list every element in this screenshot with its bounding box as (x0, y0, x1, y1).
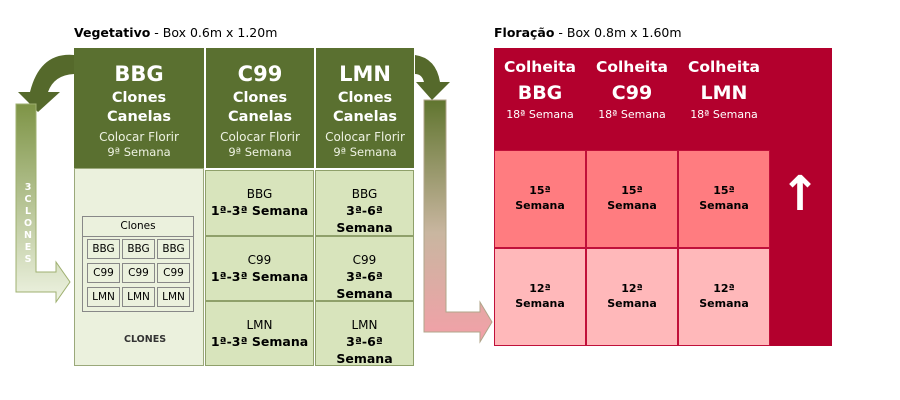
side-arrow (15, 103, 71, 304)
veg-header-divider (204, 48, 206, 168)
flo-cell-12: 12ª Semana (678, 248, 770, 346)
floracao-title: Floração - Box 0.8m x 1.60m (494, 25, 682, 40)
flo-header-bbg: Colheita BBG 18ª Semana (503, 58, 577, 121)
veg-grid-cell: C99 1ª-3ª Semana (205, 236, 314, 301)
clone-cell: LMN (157, 287, 190, 307)
clone-cell: BBG (157, 239, 190, 259)
curved-arrow-right (415, 55, 450, 100)
veg-grid-cell: C99 3ª-6ª Semana (315, 236, 414, 301)
veg-header-lmn: LMN Clones Canelas Colocar Florir 9ª Sem… (316, 48, 414, 168)
up-arrow-icon: ↑ (779, 166, 821, 222)
clone-cell: C99 (122, 263, 155, 283)
flo-header-c99: Colheita C99 18ª Semana (595, 58, 669, 121)
clone-cell: LMN (122, 287, 155, 307)
clones-table-header: Clones (83, 217, 193, 237)
clone-cell: C99 (87, 263, 120, 283)
flo-cell-15: 15ª Semana (586, 150, 678, 248)
clone-cell: BBG (87, 239, 120, 259)
clone-cell: BBG (122, 239, 155, 259)
veg-grid-cell: LMN 3ª-6ª Semana (315, 301, 414, 366)
veg-grid-cell: BBG 3ª-6ª Semana (315, 170, 414, 236)
vegetativo-title: Vegetativo - Box 0.6m x 1.20m (74, 25, 278, 40)
veg-header-divider (314, 48, 316, 168)
veg-header-bbg: BBG Clones Canelas Colocar Florir 9ª Sem… (74, 48, 204, 168)
curved-arrow-left (18, 54, 74, 112)
clone-cell: C99 (157, 263, 190, 283)
veg-grid-cell: BBG 1ª-3ª Semana (205, 170, 314, 236)
clones-arrow-label: CLONES (124, 334, 167, 345)
flo-header-lmn: Colheita LMN 18ª Semana (687, 58, 761, 121)
side-arrow-label: 3 CLONES (23, 182, 35, 265)
veg-grid-cell: LMN 1ª-3ª Semana (205, 301, 314, 366)
flo-cell-15: 15ª Semana (678, 150, 770, 248)
transfer-arrow (423, 99, 493, 344)
flo-cell-12: 12ª Semana (586, 248, 678, 346)
flo-cell-12: 12ª Semana (494, 248, 586, 346)
flo-cell-15: 15ª Semana (494, 150, 586, 248)
veg-header-c99: C99 Clones Canelas Colocar Florir 9ª Sem… (206, 48, 314, 168)
clones-table: Clones BBG BBG BBG C99 C99 C99 LMN LMN L… (82, 216, 194, 312)
clone-cell: LMN (87, 287, 120, 307)
